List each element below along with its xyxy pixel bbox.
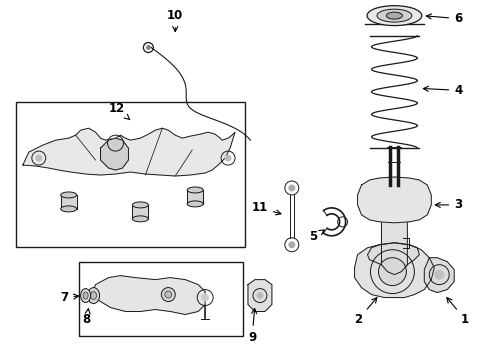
Polygon shape [424,258,454,293]
Ellipse shape [61,192,76,198]
Circle shape [112,139,120,147]
Polygon shape [248,280,272,311]
Polygon shape [187,190,203,204]
Ellipse shape [377,9,412,22]
Polygon shape [132,205,148,219]
Polygon shape [368,243,419,275]
Circle shape [256,292,264,299]
Text: 10: 10 [167,9,183,32]
Circle shape [224,154,232,162]
Ellipse shape [83,292,88,299]
Text: 2: 2 [354,298,377,326]
Bar [78,262,243,336]
Polygon shape [61,195,76,209]
Ellipse shape [61,206,76,212]
Ellipse shape [187,201,203,207]
Polygon shape [355,243,434,298]
Ellipse shape [91,292,97,300]
Polygon shape [100,138,128,170]
Ellipse shape [187,187,203,193]
Circle shape [288,184,295,192]
Text: 5: 5 [310,230,324,243]
Ellipse shape [132,216,148,222]
Polygon shape [382,223,407,275]
Text: 12: 12 [108,102,130,120]
Circle shape [434,270,444,280]
Text: 4: 4 [423,84,463,97]
Text: 7: 7 [61,291,78,304]
Ellipse shape [161,288,175,302]
Circle shape [288,241,295,248]
Text: 9: 9 [248,309,257,344]
Text: 11: 11 [252,201,281,215]
Circle shape [146,45,151,50]
Text: 6: 6 [426,12,463,25]
Polygon shape [23,128,235,176]
Ellipse shape [132,202,148,208]
Circle shape [378,258,406,285]
Text: 3: 3 [435,198,462,211]
Polygon shape [358,177,431,223]
Bar [16,102,245,247]
Ellipse shape [81,289,91,302]
Ellipse shape [88,288,99,303]
Text: 1: 1 [447,298,469,326]
Ellipse shape [387,12,402,19]
Text: 8: 8 [83,309,91,326]
Circle shape [201,293,209,302]
Ellipse shape [165,291,172,298]
Ellipse shape [367,6,422,26]
Polygon shape [91,276,205,315]
Circle shape [35,154,42,162]
